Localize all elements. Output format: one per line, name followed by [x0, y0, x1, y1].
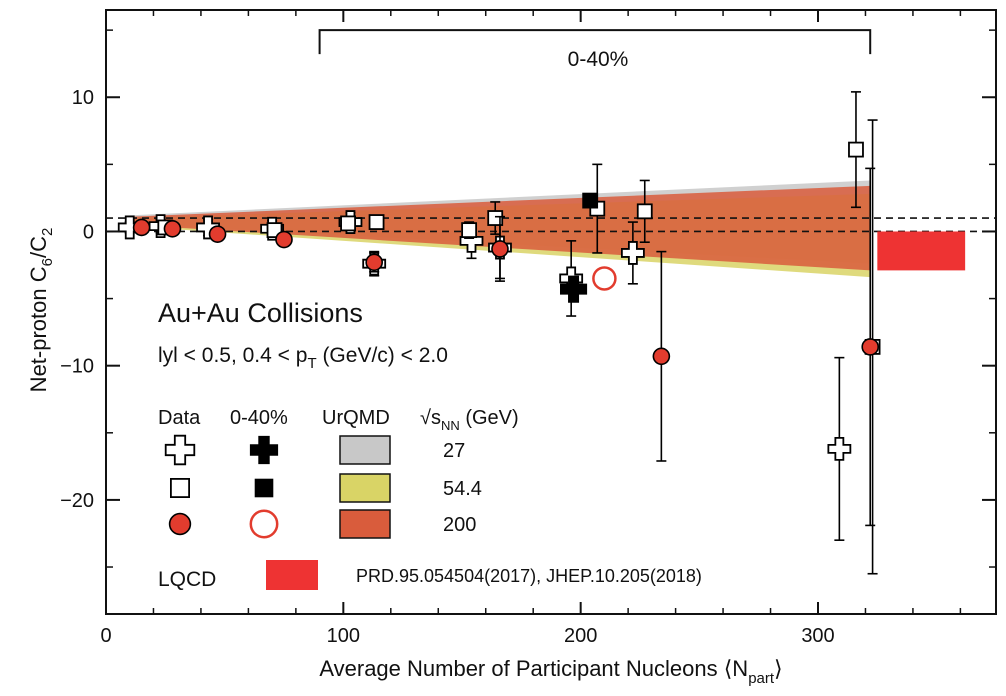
marker-circle-filled	[168, 512, 192, 536]
marker-circle-filled	[132, 218, 151, 237]
legend-band-200	[339, 509, 391, 539]
plot-frame	[105, 9, 997, 615]
bracket-label: 0-40%	[568, 48, 629, 71]
marker-square-open	[169, 477, 190, 498]
legend-swatches	[164, 434, 391, 590]
x-tick-label: 0	[100, 625, 111, 647]
legend-col-energy: √sNN (GeV)	[420, 407, 519, 433]
legend-energy-200: 200	[443, 514, 476, 536]
data-points	[117, 91, 881, 575]
series-0-40-27	[559, 275, 588, 303]
series-200	[132, 167, 880, 527]
series-0-40-200	[592, 266, 617, 291]
lqcd-box	[877, 231, 966, 271]
legend-energy-27: 27	[443, 440, 465, 462]
marker-circle-filled	[365, 253, 383, 272]
x-tick-label: 100	[327, 625, 360, 647]
marker-circle-filled	[491, 240, 509, 258]
legend-band-27	[339, 435, 391, 465]
bracket-line	[318, 29, 872, 55]
series-54-4	[157, 91, 881, 575]
y-tick-label: 0	[83, 221, 94, 243]
reference-lines	[106, 217, 996, 233]
marker-circle-filled	[652, 347, 671, 366]
marker-circle-filled	[163, 219, 182, 238]
marker-cross-filled	[249, 435, 279, 465]
cuts-label: lyl < 0.5, 0.4 < pT (GeV/c) < 2.0	[158, 344, 448, 372]
marker-circle-filled	[208, 225, 227, 243]
marker-square-open	[636, 203, 653, 220]
legend-lqcd-ref: PRD.95.054504(2017), JHEP.10.205(2018)	[356, 566, 702, 586]
centrality-bracket: 0-40%	[318, 29, 872, 71]
system-label: Au+Au Collisions	[158, 298, 363, 328]
marker-cross-filled	[559, 275, 588, 303]
marker-circle-open	[249, 509, 279, 539]
marker-cross-open	[620, 241, 645, 265]
x-axis-title: Average Number of Participant Nucleons ⟨…	[319, 656, 782, 687]
marker-circle-filled	[861, 338, 880, 356]
legend-energy-54: 54.4	[443, 478, 482, 500]
y-tick-label: −20	[60, 490, 94, 512]
legend-col-central: 0-40%	[230, 407, 288, 429]
y-tick-label: 10	[72, 87, 94, 109]
marker-cross-open	[164, 434, 196, 466]
legend-lqcd-swatch	[266, 560, 318, 590]
y-tick-label: −10	[60, 356, 94, 378]
legend-lqcd-label: LQCD	[158, 568, 216, 591]
marker-circle-filled	[275, 230, 293, 249]
marker-square-open	[340, 215, 356, 232]
x-tick-label: 200	[564, 625, 597, 647]
legend: Data 0-40% UrQMD √sNN (GeV) 27 54.4 200 …	[158, 407, 702, 591]
marker-square-open	[487, 210, 504, 226]
marker-cross-open	[117, 215, 142, 240]
lqcd-box-layer	[877, 231, 966, 271]
legend-col-model: UrQMD	[322, 407, 390, 429]
legend-band-54-4	[339, 473, 391, 503]
marker-circle-open	[592, 266, 617, 291]
y-axis-title: Net-proton C6/C2	[26, 228, 56, 393]
marker-square-open	[368, 214, 385, 230]
marker-square-filled	[582, 192, 599, 209]
marker-square-open	[848, 141, 864, 158]
series-0-40-54-4	[582, 192, 599, 209]
marker-square-filled	[254, 478, 274, 498]
legend-col-data: Data	[158, 407, 201, 429]
marker-square-open	[461, 222, 478, 239]
marker-cross-open	[827, 437, 852, 461]
x-tick-label: 300	[801, 625, 834, 647]
